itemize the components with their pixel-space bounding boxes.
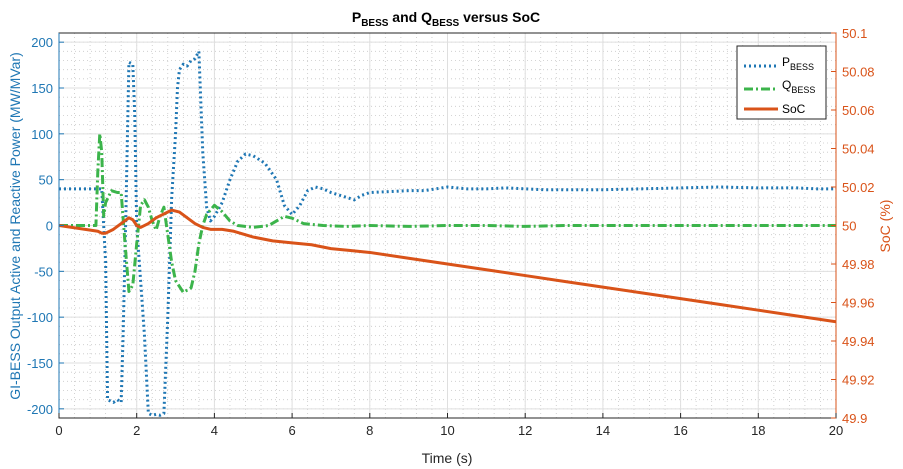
series-layer: [59, 49, 836, 417]
y-left-tick-label: -50: [34, 264, 53, 279]
y-axis-right-label: SoC (%): [877, 200, 893, 253]
y-right-tick-label: 50.06: [842, 103, 875, 118]
x-tick-label: 6: [288, 423, 295, 438]
legend-box: [736, 45, 827, 120]
x-tick-label: 8: [366, 423, 373, 438]
y-left-tick-label: -200: [27, 402, 53, 417]
title-q: Q: [421, 9, 432, 25]
legend-label-p: PBESS: [782, 55, 814, 72]
y-right-tick-label: 50.08: [842, 65, 875, 80]
y-right-tick-label: 50.1: [842, 26, 867, 41]
x-tick-label: 20: [829, 423, 843, 438]
x-tick-label: 14: [596, 423, 610, 438]
y-right-tick-label: 49.94: [842, 334, 875, 349]
x-tick-label: 18: [751, 423, 765, 438]
y-right-tick-label: 49.98: [842, 257, 875, 272]
y-right-tick-label: 49.92: [842, 373, 875, 388]
legend-label-soc: SoC: [782, 102, 806, 116]
y-left-tick-label: 100: [31, 127, 53, 142]
x-tick-label: 2: [133, 423, 140, 438]
y-right-tick-label: 50.02: [842, 180, 875, 195]
title-p: P: [352, 9, 361, 25]
ticks-layer: 0 2 4 6 8 10 12 14 16 18 20 200 150 100 50 0 -50 -100 -150…: [27, 26, 875, 438]
chart-title: PBESS and QBESS versus SoC: [352, 9, 540, 29]
y-right-tick-label: 49.9: [842, 411, 867, 426]
title-rest: versus SoC: [459, 9, 540, 25]
legend: PBESS QBESS SoC: [736, 45, 827, 120]
y-right-tick-label: 49.96: [842, 296, 875, 311]
y-left-tick-label: -100: [27, 310, 53, 325]
title-and: and: [388, 9, 421, 25]
y-left-tick-label: 50: [39, 173, 53, 188]
x-tick-label: 4: [211, 423, 218, 438]
y-right-tick-label: 50: [842, 219, 856, 234]
y-axis-left-label: GI-BESS Output Active and Reactive Power…: [7, 52, 23, 400]
series-q-bess: [59, 132, 836, 294]
x-tick-label: 16: [673, 423, 687, 438]
y-right-tick-label: 50.04: [842, 142, 875, 157]
series-soc: [59, 208, 836, 324]
legend-label-q: QBESS: [782, 78, 815, 95]
x-tick-label: 12: [518, 423, 532, 438]
series-p-bess: [59, 49, 836, 417]
y-left-tick-label: 0: [46, 219, 53, 234]
x-tick-label: 0: [55, 423, 62, 438]
y-left-tick-label: 200: [31, 35, 53, 50]
title-p-sub: BESS: [361, 18, 389, 29]
y-left-tick-label: -150: [27, 356, 53, 371]
y-left-tick-label: 150: [31, 81, 53, 96]
x-axis-label: Time (s): [422, 450, 473, 466]
x-tick-label: 10: [440, 423, 454, 438]
title-q-sub: BESS: [432, 18, 460, 29]
